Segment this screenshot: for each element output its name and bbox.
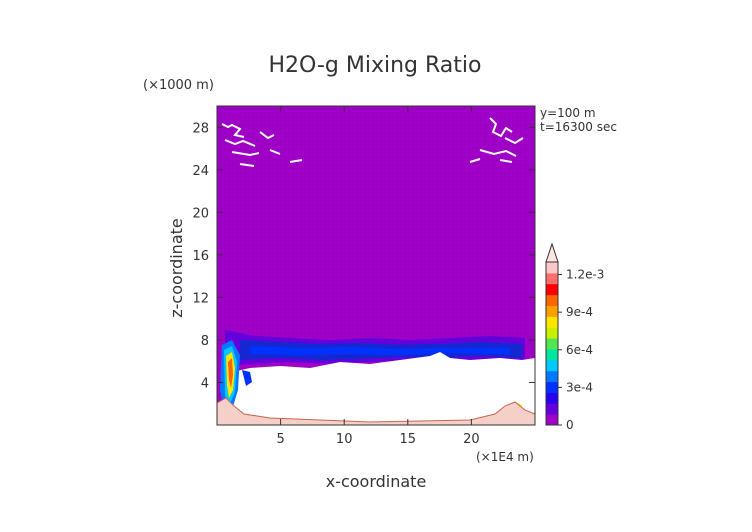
dry-region	[217, 352, 535, 425]
colorbar-segment	[546, 272, 558, 285]
colorbar-segment	[546, 370, 558, 383]
x-tick-label: 20	[463, 432, 480, 447]
y-tick-label: 8	[201, 334, 209, 349]
y-axis-label: z-coordinate	[167, 218, 186, 318]
y-tick-label: 12	[192, 291, 209, 306]
y-tick-label: 24	[192, 164, 209, 179]
convective-plume	[220, 340, 252, 412]
upper-wisps	[221, 117, 524, 167]
colorbar-tick-label: 6e-4	[566, 343, 593, 357]
colorbar-segment	[546, 359, 558, 372]
plot-frame	[216, 105, 536, 426]
colorbar-segment	[546, 305, 558, 317]
colorbar-segment	[546, 392, 558, 404]
y-axis: 4 8 12 16 20 24 28	[192, 121, 535, 391]
annotation-y: y=100 m	[540, 106, 596, 120]
plot-area	[217, 106, 535, 425]
chart-title: H2O-g Mixing Ratio	[269, 53, 482, 78]
y-tick-label: 16	[192, 249, 209, 264]
annotation-time: t=16300 sec	[540, 120, 617, 134]
y-tick-label: 20	[192, 206, 209, 221]
x-tick-label: 5	[276, 432, 284, 447]
colorbar-extend-arrow	[545, 242, 559, 263]
colorbar-segment	[546, 403, 558, 415]
x-axis-unit: (×1E4 m)	[476, 450, 534, 464]
colorbar-frame	[545, 261, 559, 426]
colorbar-segment	[546, 327, 558, 339]
colorbar-segment	[546, 381, 558, 393]
x-tick-label: 10	[336, 432, 353, 447]
y-tick-label: 28	[192, 121, 209, 136]
surface-layer	[217, 397, 535, 425]
colorbar-segment	[546, 283, 558, 296]
colorbar-tick-label: 9e-4	[566, 305, 593, 319]
colorbar-tick-label: 0	[566, 418, 574, 432]
x-axis: 5 10 15 20	[276, 106, 480, 447]
y-axis-unit: (×1000 m)	[143, 78, 214, 93]
colorbar-segment	[546, 414, 558, 426]
colorbar-segment	[546, 316, 558, 328]
colorbar-segment	[546, 294, 558, 306]
colorbar-segment	[546, 348, 558, 361]
x-axis-label: x-coordinate	[326, 472, 427, 491]
colorbar-tick-label: 3e-4	[566, 380, 593, 394]
colorbar-segment	[546, 338, 558, 350]
x-tick-label: 15	[400, 432, 417, 447]
colorbar-tick-label: 1.2e-3	[566, 268, 604, 282]
colorbar: 0 3e-4 6e-4 9e-4 1.2e-3	[545, 242, 604, 432]
y-tick-label: 4	[201, 376, 209, 391]
colorbar-segment	[546, 262, 558, 274]
moist-band-core	[250, 346, 510, 355]
